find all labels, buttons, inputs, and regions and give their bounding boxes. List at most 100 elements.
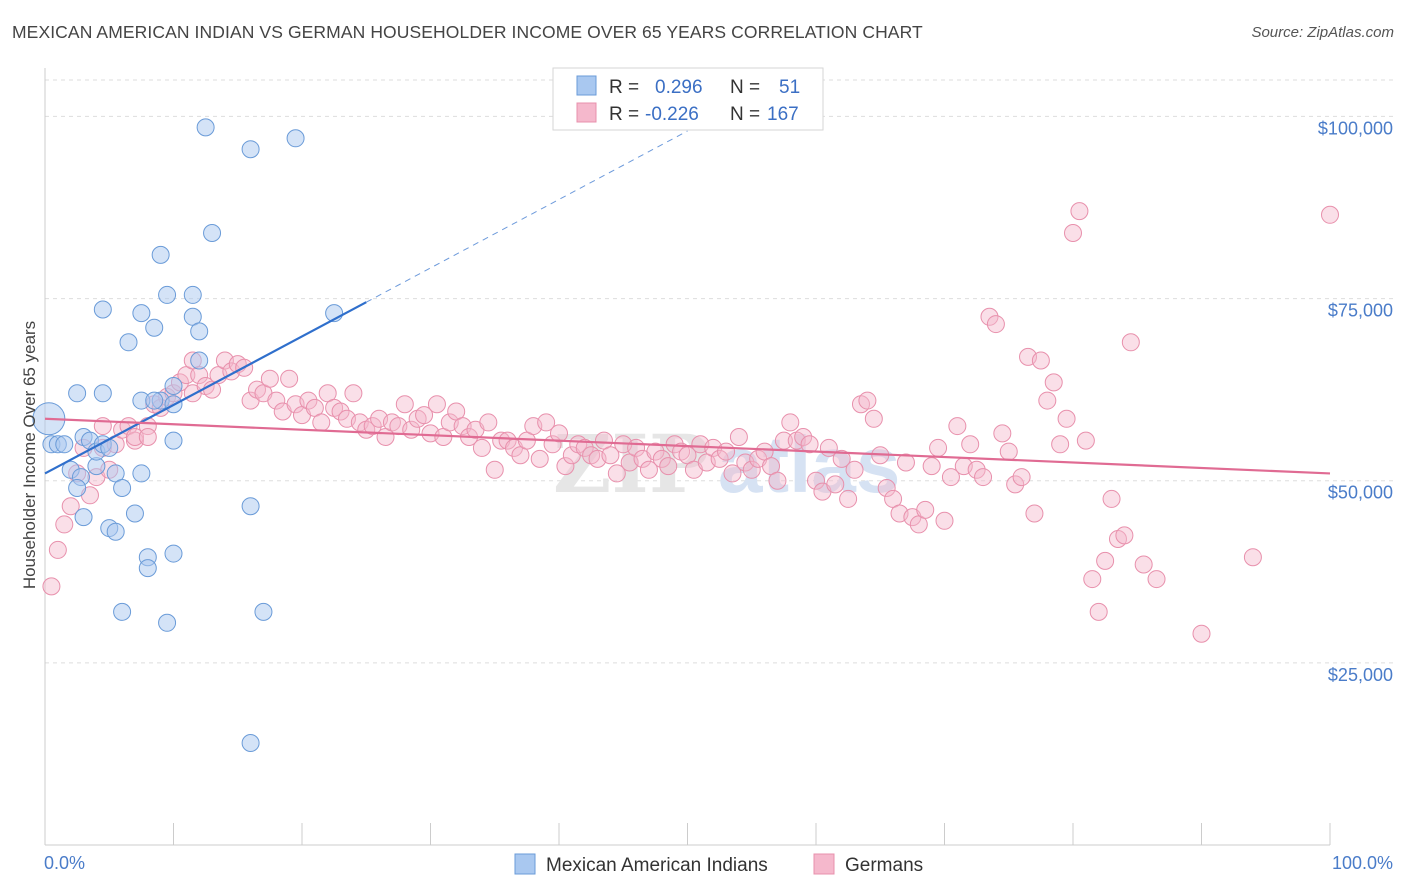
germans-point-80 bbox=[537, 413, 556, 432]
germans-point-172 bbox=[1134, 555, 1153, 574]
mexican-american-indians-point-32 bbox=[151, 245, 170, 264]
germans-point-58 bbox=[395, 395, 414, 414]
x-tick-labels: 0.0% 100.0% bbox=[44, 853, 1393, 873]
germans-point-70 bbox=[472, 438, 491, 457]
germans-point-127 bbox=[839, 489, 858, 508]
germans-point-74 bbox=[498, 431, 517, 450]
germans-point-53 bbox=[363, 417, 382, 436]
germans-point-148 bbox=[974, 468, 993, 487]
germans-point-43 bbox=[299, 391, 318, 410]
germans-point-17 bbox=[138, 428, 157, 446]
germans-point-156 bbox=[1025, 504, 1044, 523]
germans-point-90 bbox=[601, 446, 620, 465]
germans-point-0 bbox=[42, 577, 61, 596]
germans-point-97 bbox=[646, 442, 665, 461]
mexican-american-indians-point-41 bbox=[190, 322, 209, 341]
germans-point-108 bbox=[717, 442, 736, 461]
mexican-american-indians-point-3 bbox=[55, 435, 74, 454]
germans-point-141 bbox=[929, 438, 948, 457]
mexican-american-indians-point-33 bbox=[158, 613, 177, 632]
y-tick-label-75000: $75,000 bbox=[1328, 301, 1393, 321]
bottom-legend-swatch-blue bbox=[514, 853, 536, 875]
series-legend: Mexican American Indians Germans bbox=[514, 853, 923, 876]
germans-point-128 bbox=[845, 460, 864, 479]
germans-point-130 bbox=[858, 391, 877, 410]
germans-point-50 bbox=[344, 384, 363, 403]
trend-lines bbox=[44, 130, 1331, 475]
germans-point-71 bbox=[479, 413, 498, 432]
mexican-american-indians-point-23 bbox=[125, 504, 144, 523]
germans-point-157 bbox=[1031, 351, 1050, 370]
mexican-american-indians-point-44 bbox=[203, 224, 222, 242]
bottom-legend-swatch-pink bbox=[813, 853, 835, 875]
mexican-american-indians-point-28 bbox=[138, 559, 157, 578]
germans-point-63 bbox=[427, 395, 446, 414]
legend-n-label-2: N = bbox=[730, 104, 760, 125]
mexican-american-indians-point-29 bbox=[145, 318, 164, 337]
germans-point-131 bbox=[864, 409, 883, 428]
legend-swatch-blue bbox=[576, 75, 597, 96]
legend-n-value-1: 51 bbox=[779, 77, 800, 98]
mexican-american-indians-point-22 bbox=[119, 333, 138, 352]
germans-point-167 bbox=[1096, 551, 1115, 570]
germans-point-153 bbox=[1006, 475, 1025, 494]
mexican-american-indians-point-45 bbox=[241, 140, 260, 159]
germans-point-143 bbox=[941, 468, 960, 487]
germans-point-162 bbox=[1064, 224, 1082, 242]
germans-point-2 bbox=[55, 515, 74, 534]
germans-point-83 bbox=[556, 457, 575, 476]
germans-point-37 bbox=[260, 369, 279, 388]
legend-swatch-pink bbox=[576, 102, 597, 123]
correlation-legend: R = 0.296 N = 51 R = -0.226 N = 167 bbox=[552, 67, 824, 131]
germans-point-86 bbox=[575, 438, 594, 457]
blue-trend-line bbox=[44, 301, 367, 475]
germans-point-72 bbox=[485, 460, 504, 479]
germans-point-164 bbox=[1076, 431, 1095, 450]
mexican-american-indians-point-19 bbox=[106, 522, 125, 541]
mexican-american-indians-point-24 bbox=[132, 304, 151, 323]
germans-point-109 bbox=[723, 464, 742, 483]
germans-point-3 bbox=[61, 497, 80, 516]
germans-point-48 bbox=[331, 402, 350, 421]
mexican-american-indians-point-8 bbox=[74, 508, 93, 527]
mexican-american-indians-points bbox=[32, 118, 344, 752]
mexican-american-indians-point-46 bbox=[241, 497, 260, 516]
germans-point-112 bbox=[742, 460, 761, 479]
watermark-atlas: atlas bbox=[718, 420, 900, 509]
germans-point-176 bbox=[1321, 205, 1339, 224]
y-tick-label-100000: $100,000 bbox=[1318, 118, 1393, 138]
germans-point-171 bbox=[1121, 333, 1140, 352]
germans-point-107 bbox=[710, 449, 729, 468]
mexican-american-indians-point-47 bbox=[254, 602, 273, 621]
germans-point-1 bbox=[48, 540, 67, 559]
germans-point-150 bbox=[986, 315, 1005, 334]
germans-point-45 bbox=[312, 413, 331, 432]
mexican-american-indians-point-35 bbox=[164, 431, 183, 450]
legend-r-label-1: R = bbox=[609, 77, 639, 98]
chart-title: MEXICAN AMERICAN INDIAN VS GERMAN HOUSEH… bbox=[12, 22, 923, 42]
germans-point-118 bbox=[781, 413, 800, 432]
germans-point-125 bbox=[826, 475, 845, 494]
mexican-american-indians-point-5 bbox=[68, 384, 87, 403]
mexican-american-indians-point-34 bbox=[158, 285, 177, 304]
legend-n-label-1: N = bbox=[730, 77, 760, 98]
mexican-american-indians-point-36 bbox=[164, 377, 183, 395]
germans-point-61 bbox=[415, 406, 434, 425]
germans-point-149 bbox=[980, 307, 999, 326]
germans-point-38 bbox=[267, 391, 286, 410]
watermark: ZIP atlas bbox=[553, 417, 900, 511]
germans-point-122 bbox=[807, 471, 825, 490]
blue-trend-extension bbox=[366, 130, 688, 303]
germans-point-158 bbox=[1038, 391, 1057, 410]
mexican-american-indians-point-16 bbox=[93, 300, 112, 319]
germans-point-173 bbox=[1147, 570, 1166, 589]
germans-point-163 bbox=[1070, 202, 1089, 221]
germans-point-159 bbox=[1044, 373, 1063, 392]
mexican-american-indians-point-14 bbox=[93, 384, 112, 403]
legend-r-value-2: -0.226 bbox=[645, 104, 699, 125]
germans-point-91 bbox=[607, 464, 626, 483]
mexican-american-indians-point-20 bbox=[113, 602, 132, 621]
mexican-american-indians-point-42 bbox=[190, 351, 209, 370]
germans-point-166 bbox=[1089, 602, 1108, 621]
